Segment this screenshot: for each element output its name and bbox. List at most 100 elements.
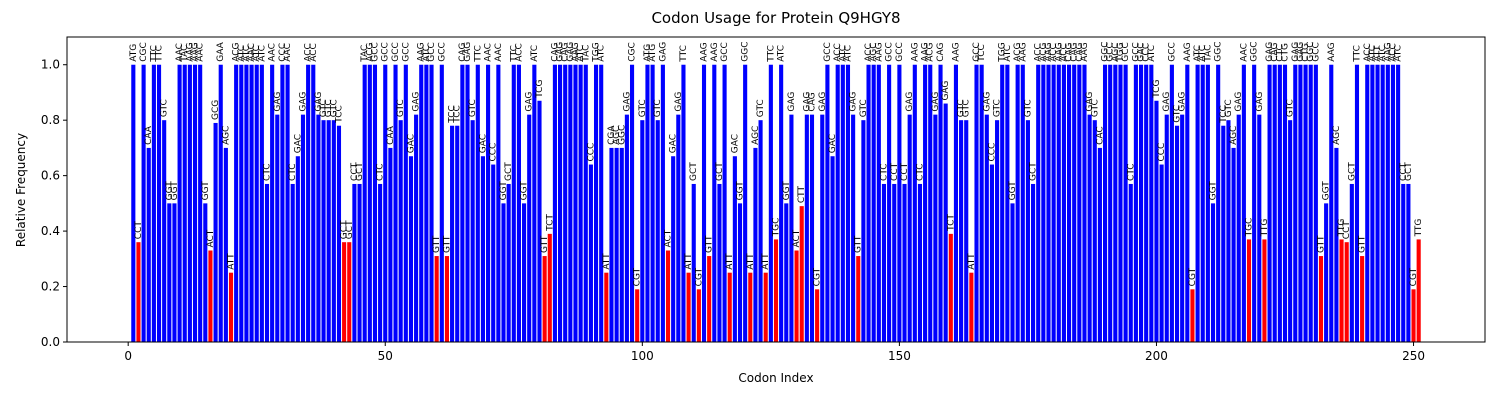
bar-label: CGC (628, 42, 638, 62)
bar (522, 203, 527, 342)
bar (192, 64, 198, 343)
bar (450, 125, 455, 343)
bar (362, 64, 367, 343)
y-tick-label: 0.6 (41, 169, 60, 183)
bar (439, 64, 444, 343)
bar (1108, 64, 1113, 343)
bar-label: ATT (684, 253, 694, 270)
bar (264, 183, 270, 342)
bar-label: GTC (1090, 99, 1100, 117)
bar-label: AAG (921, 42, 931, 61)
y-tick-label: 1.0 (41, 58, 60, 72)
bar (851, 114, 856, 343)
bar (959, 120, 964, 342)
bar (624, 114, 629, 343)
bar (1246, 239, 1252, 342)
bar (1267, 64, 1272, 343)
bar (737, 203, 743, 342)
bar-label: TCC (334, 105, 344, 124)
bar (1005, 64, 1010, 343)
bar-label: ACC (304, 43, 314, 62)
bar-label: ATC (1368, 45, 1378, 62)
bar-label: GAG (298, 92, 308, 112)
bar (429, 64, 434, 343)
bar (722, 64, 727, 343)
bar (1113, 64, 1118, 343)
bar (1375, 64, 1380, 343)
bar (1360, 256, 1365, 342)
bar-label: ACC (1363, 43, 1373, 62)
bar-label: TCC (1219, 105, 1229, 124)
bar (871, 64, 876, 343)
bar-label: GAG (1291, 42, 1301, 62)
bar (1159, 164, 1164, 342)
bar-label: CAG (807, 92, 817, 111)
bar-label: ATC (597, 45, 607, 62)
bar (727, 272, 732, 342)
bar-label: GAC (828, 134, 838, 153)
bar-label: GCT (340, 220, 350, 239)
bar (1056, 64, 1061, 343)
bar (501, 203, 506, 342)
y-tick-label: 0.0 (41, 335, 60, 349)
bar-label: CCT (350, 162, 360, 181)
bar-label: ATT (1373, 45, 1383, 62)
bar (1334, 147, 1339, 342)
bar (1354, 64, 1360, 343)
bar-label: TTC (679, 45, 689, 63)
bar (218, 64, 223, 343)
bar-label: CCT (890, 162, 900, 181)
bar (681, 64, 686, 343)
bar-label: ACC (1059, 43, 1069, 62)
bar (347, 242, 352, 342)
bar-label: ATT (602, 253, 612, 270)
bar (306, 64, 311, 343)
bar-label: GAG (818, 92, 828, 112)
bar (1241, 64, 1246, 343)
bar (1097, 147, 1102, 342)
bar-label: GTT (432, 235, 442, 253)
bar-label: AAG (951, 42, 961, 61)
bar-label: CTC (376, 163, 386, 181)
bar (1015, 64, 1020, 343)
bar (136, 242, 141, 342)
bar-label: CGT (1188, 267, 1198, 286)
bar (516, 64, 521, 343)
bar-label: AAG (191, 42, 201, 61)
bar-label: AAG (1183, 42, 1193, 61)
bar (995, 120, 1000, 342)
bar (475, 64, 480, 343)
bar-label: CTG (1301, 43, 1311, 62)
bar-label: AGC (869, 42, 879, 61)
bar-label: AAG (1327, 42, 1337, 61)
y-axis-label: Relative Frequency (14, 133, 28, 247)
bar-label: ATT (227, 253, 237, 270)
bar-label: GTC (653, 99, 663, 117)
bar (542, 256, 547, 342)
bar (228, 272, 234, 342)
bar (151, 64, 156, 343)
bar-label: AAG (1383, 42, 1393, 61)
bar (660, 64, 665, 343)
bar-label: GGT (520, 181, 530, 201)
bar (1138, 64, 1144, 343)
bar (223, 147, 228, 342)
bar (1324, 203, 1329, 342)
bar-label: TGG (592, 42, 602, 62)
bar (784, 203, 789, 342)
bar (372, 64, 378, 343)
bar-label: CAC (1095, 126, 1105, 145)
bar-label: GAC (406, 134, 416, 153)
bar-label: CGC (139, 42, 149, 62)
bar-label: GAC (669, 134, 679, 153)
bar (300, 114, 306, 343)
bar-label: GAA (216, 41, 226, 61)
y-tick-label: 0.2 (41, 280, 60, 294)
bar-label: CAG (1065, 42, 1075, 61)
bar-label: GCC (823, 42, 833, 62)
bar (419, 64, 424, 343)
bar-label: CAG (936, 42, 946, 61)
bar-label: GAG (556, 42, 566, 62)
bar (1416, 239, 1421, 342)
bar (763, 272, 768, 342)
